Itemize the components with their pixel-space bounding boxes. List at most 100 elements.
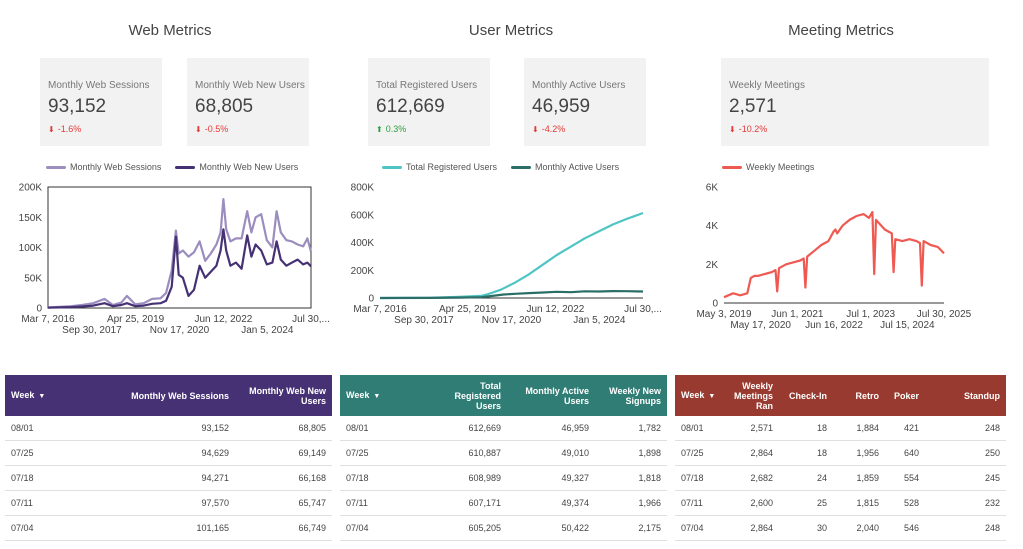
series-line-weekly-meetings[interactable] (723, 210, 945, 299)
column-header-label: Total Registered Users (454, 380, 501, 411)
table-cell: 07/11 (11, 498, 33, 508)
table-row[interactable]: 07/04 605,205 50,422 2,175 (340, 516, 667, 541)
scorecard-label: Monthly Web Sessions (48, 80, 150, 91)
column-header[interactable]: Monthly Web Sessions (125, 391, 235, 401)
sort-desc-icon[interactable]: ▼ (708, 392, 716, 400)
table-row[interactable]: 08/01 612,669 46,959 1,782 (340, 416, 667, 441)
table-row[interactable]: 08/01 93,152 68,805 (5, 416, 332, 441)
y-tick-label: 200K (19, 183, 43, 194)
column-header[interactable]: Week ▼ (5, 390, 125, 402)
x-tick-label: Nov 17, 2020 (482, 315, 542, 326)
scorecard-value: 612,669 (376, 96, 445, 117)
series-line-total-registered-users[interactable] (379, 211, 644, 300)
sort-desc-icon[interactable]: ▼ (38, 392, 46, 400)
legend-item-web-new-users[interactable]: Monthly Web New Users (175, 162, 298, 172)
x-tick-label: Sep 30, 2017 (62, 325, 122, 336)
table-cell: 250 (984, 448, 1000, 458)
table-cell: 49,374 (561, 498, 589, 508)
table-row[interactable]: 07/25 2,864 18 1,956 640 250 (675, 441, 1006, 466)
table-row[interactable]: 07/18 94,271 66,168 (5, 466, 332, 491)
column-header-label: Monthly Active Users (525, 385, 589, 406)
scorecard-total-registered[interactable]: Total Registered Users 612,669 ⬆ 0.3% (368, 58, 490, 146)
table-row[interactable]: 07/18 608,989 49,327 1,818 (340, 466, 667, 491)
series-line-monthly-web-sessions[interactable] (47, 198, 313, 309)
table-cell: 101,165 (196, 523, 229, 533)
column-header[interactable]: Monthly Web New Users (235, 386, 332, 406)
table-cell: 2,682 (750, 473, 773, 483)
legend-item-web-sessions[interactable]: Monthly Web Sessions (46, 162, 161, 172)
table-cell: 46,959 (561, 423, 589, 433)
sort-desc-icon[interactable]: ▼ (373, 392, 381, 400)
table-cell: 08/01 (681, 423, 704, 433)
column-header-label: Retro (855, 390, 879, 401)
table-cell: 1,898 (638, 448, 661, 458)
x-tick-label: Jun 16, 2022 (805, 320, 863, 331)
column-header[interactable]: Standup (925, 391, 1006, 401)
scorecard-weekly-meetings[interactable]: Weekly Meetings 2,571 ⬇ -10.2% (721, 58, 989, 146)
column-header[interactable]: Total Registered Users (440, 381, 507, 411)
legend-swatch (175, 165, 196, 169)
table-row[interactable]: 07/04 2,864 30 2,040 546 248 (675, 516, 1006, 541)
column-header[interactable]: Poker (885, 391, 925, 401)
legend-label: Weekly Meetings (746, 162, 815, 172)
column-header-label: Poker (893, 390, 919, 401)
x-tick-label: Jun 12, 2022 (195, 314, 253, 325)
table-row[interactable]: 07/04 101,165 66,749 (5, 516, 332, 541)
table-cell: 49,327 (561, 473, 589, 483)
down-arrow-icon: ⬇ (532, 125, 539, 134)
table-cell: 528 (903, 498, 919, 508)
table-row[interactable]: 07/18 2,682 24 1,859 554 245 (675, 466, 1006, 491)
scorecard-web-sessions[interactable]: Monthly Web Sessions 93,152 ⬇ -1.6% (40, 58, 162, 146)
x-tick-label: Nov 17, 2020 (150, 325, 210, 336)
table-cell: 18 (816, 423, 827, 433)
table-cell: 607,171 (468, 498, 501, 508)
table-cell: 93,152 (201, 423, 229, 433)
table-row[interactable]: 07/25 94,629 69,149 (5, 441, 332, 466)
series-line-monthly-web-new-users[interactable] (47, 228, 312, 309)
table-cell: 421 (903, 423, 919, 433)
column-header[interactable]: Weekly Meetings Ran (727, 381, 779, 411)
table-cell: 248 (984, 523, 1000, 533)
table-row[interactable]: 07/11 2,600 25 1,815 528 232 (675, 491, 1006, 516)
table-cell: 07/04 (346, 523, 369, 533)
x-tick-label: Jul 15, 2024 (880, 320, 935, 331)
legend-swatch (382, 165, 402, 169)
x-tick-label: Jul 1, 2023 (846, 309, 895, 320)
table-cell: 1,815 (856, 498, 879, 508)
table-cell: 612,669 (468, 423, 501, 433)
x-tick-label: May 3, 2019 (696, 309, 751, 320)
scorecard-web-new-users[interactable]: Monthly Web New Users 68,805 ⬇ -0.5% (187, 58, 309, 146)
table-cell: 07/18 (11, 473, 34, 483)
legend-item-weekly-meetings[interactable]: Weekly Meetings (722, 162, 814, 172)
table-cell: 49,010 (561, 448, 589, 458)
column-header[interactable]: Weekly New Signups (595, 386, 667, 406)
column-header[interactable]: Week ▼ (340, 390, 440, 402)
column-header[interactable]: Monthly Active Users (507, 386, 595, 406)
column-header[interactable]: Week ▼ (675, 390, 727, 402)
table-cell: 07/18 (681, 473, 704, 483)
table-row[interactable]: 07/11 97,570 65,747 (5, 491, 332, 516)
table-cell: 07/25 (346, 448, 369, 458)
table-cell: 1,956 (856, 448, 879, 458)
column-header[interactable]: Retro (833, 391, 885, 401)
column-header[interactable]: Check-In (779, 391, 833, 401)
column-header-label: Check-In (788, 390, 827, 401)
table-cell: 546 (903, 523, 919, 533)
table-row[interactable]: 07/11 607,171 49,374 1,966 (340, 491, 667, 516)
scorecard-delta: 0.3% (385, 124, 407, 134)
scorecard-delta: -1.6% (57, 124, 82, 134)
web-metrics-title: Web Metrics (128, 22, 212, 39)
legend-label: Monthly Active Users (535, 162, 620, 172)
table-row[interactable]: 07/25 610,887 49,010 1,898 (340, 441, 667, 466)
series-line-monthly-active-users[interactable] (379, 289, 644, 300)
scorecard-monthly-active[interactable]: Monthly Active Users 46,959 ⬇ -4.2% (524, 58, 646, 146)
legend-item-total-registered[interactable]: Total Registered Users (382, 162, 497, 172)
table-cell: 07/11 (346, 498, 368, 508)
table-cell: 605,205 (468, 523, 501, 533)
table-row[interactable]: 08/01 2,571 18 1,884 421 248 (675, 416, 1006, 441)
legend-item-monthly-active[interactable]: Monthly Active Users (511, 162, 619, 172)
table-cell: 1,859 (856, 473, 879, 483)
